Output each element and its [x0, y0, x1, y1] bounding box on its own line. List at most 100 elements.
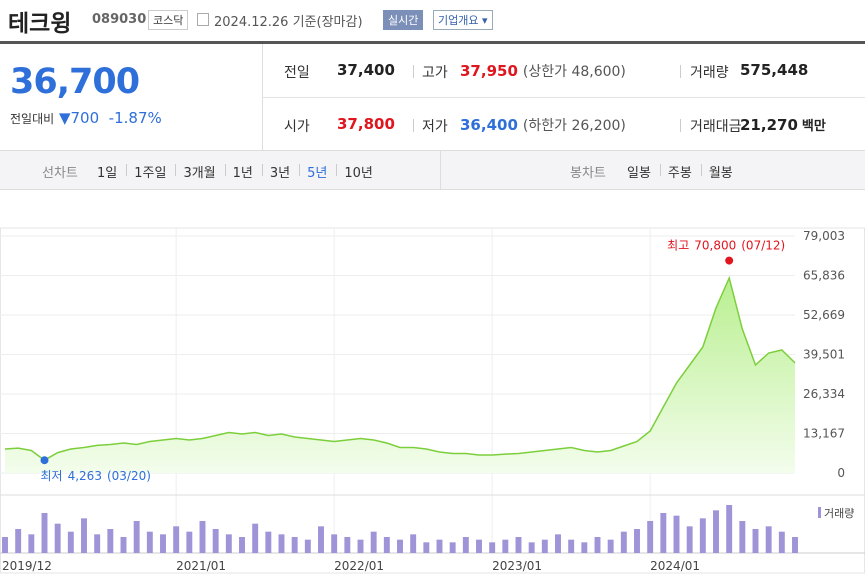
current-price: 36,700: [10, 62, 140, 102]
y-tick-label: 13,167: [803, 427, 845, 441]
period-tab[interactable]: 1주일: [134, 166, 167, 181]
extreme-value-label: 4,263: [68, 469, 102, 483]
stat-value: 36,400 (하한가 26,200): [460, 116, 626, 134]
volume-bar: [752, 529, 759, 553]
extreme-date: (07/12): [741, 239, 785, 253]
period-tab[interactable]: 1년: [232, 166, 253, 181]
volume-bar: [239, 537, 245, 553]
stat-unit: 백만: [801, 119, 826, 134]
volume-bar: [291, 537, 298, 553]
volume-bar: [502, 539, 509, 553]
x-tick-label: 2021/01: [176, 559, 226, 573]
y-tick-label: 26,334: [803, 387, 845, 401]
stats-table: 전일 37,400 고가 37,950 (상한가 48,600) 거래량 575,448 시가…: [262, 44, 865, 151]
date-text: 2024.12.26: [214, 15, 289, 30]
y-tick-label: 79,003: [803, 229, 845, 243]
change-rate: -1.87%: [108, 109, 162, 127]
volume-bar: [212, 529, 219, 553]
volume-bar: [476, 539, 482, 553]
volume-bar: [528, 542, 535, 553]
stat-note: (상한가 48,600): [522, 64, 626, 80]
period-tab[interactable]: 3개월: [183, 166, 216, 181]
volume-label: 거래량: [824, 507, 854, 520]
extreme-label: 최고 70,800 (07/12): [667, 239, 785, 253]
separator: [680, 119, 681, 132]
realtime-button[interactable]: 실시간: [383, 10, 424, 30]
x-tick-label: 2022/01: [334, 559, 384, 573]
y-tick-label: 39,501: [803, 348, 845, 362]
volume-bar: [620, 531, 627, 553]
stat-label: 고가: [422, 65, 448, 81]
basis-text: 기준(장마감): [292, 15, 363, 30]
candle-tab[interactable]: 일봉: [627, 166, 651, 181]
volume-legend-swatch: [818, 507, 821, 518]
tab-group-label: 봉차트: [570, 166, 606, 181]
volume-bar: [555, 534, 561, 553]
volume-bar: [397, 539, 403, 553]
tab-separator: [175, 164, 177, 176]
x-tick-label: 2024/01: [650, 559, 700, 573]
volume-bar: [265, 531, 272, 553]
separator: [680, 65, 681, 78]
candle-tab[interactable]: 주봉: [667, 166, 692, 181]
calendar-icon: [197, 13, 209, 26]
volume-bar: [660, 513, 667, 553]
volume-bar: [28, 534, 35, 553]
change-line: 전일대비 ▼700 -1.87%: [10, 109, 162, 127]
tab-group-label: 선차트: [42, 166, 78, 181]
extreme-label: 최저 4,263 (03/20): [41, 469, 151, 483]
volume-bar: [252, 523, 259, 553]
price-line: [4, 275, 796, 462]
period-tab[interactable]: 3년: [269, 166, 291, 181]
y-tick-label: 0: [837, 466, 845, 480]
volume-bar: [107, 529, 114, 553]
volume-bar: [344, 537, 351, 553]
candle-tab[interactable]: 월봉: [708, 166, 733, 181]
stock-code: 089030: [92, 12, 147, 27]
company-info-button[interactable]: 기업개요 ▾: [433, 10, 493, 30]
volume-bar: [370, 531, 377, 553]
volume-bar: [94, 534, 101, 553]
volume-bar: [15, 529, 22, 553]
volume-bar: [515, 537, 522, 553]
company-info-text: 기업개요: [438, 14, 479, 27]
extreme-marker: [725, 256, 734, 265]
stat-value: 21,270 백만: [740, 116, 826, 134]
extreme-marker: [40, 456, 49, 465]
volume-bar: [634, 529, 640, 553]
volume-bar: [541, 539, 548, 553]
tab-divider: [440, 151, 441, 189]
period-tab[interactable]: 10년: [344, 166, 373, 181]
stat-note: (하한가 26,200): [522, 118, 626, 134]
market-badge: 코스닥: [148, 10, 189, 30]
y-tick-label: 52,669: [803, 308, 845, 322]
volume-bar: [765, 526, 772, 553]
volume-bar: [673, 515, 680, 553]
stock-name: 테크윙: [8, 11, 72, 37]
change-label: 전일대비: [10, 112, 55, 126]
change: 700: [70, 109, 100, 127]
volume-bar: [2, 537, 8, 553]
period-tab[interactable]: 1일: [97, 166, 118, 181]
tab-separator: [261, 164, 263, 176]
x-tick-label: 2019/12: [2, 559, 52, 573]
tab-separator: [659, 164, 661, 176]
volume-bar: [581, 542, 588, 553]
volume-bar: [568, 539, 575, 553]
volume-bar: [489, 542, 496, 553]
volume-bar: [462, 537, 469, 553]
volume-bar: [713, 510, 719, 553]
volume-bar: [410, 534, 417, 553]
stat-label: 저가: [422, 119, 448, 135]
period-tab[interactable]: 5년: [307, 166, 328, 181]
tab-separator: [299, 164, 301, 176]
separator: [413, 119, 414, 132]
volume-bar: [792, 537, 798, 553]
volume-bar: [67, 531, 74, 553]
chart: 0 13,167 26,334 39,501 52,669 65,836 79,003 201…: [0, 227, 865, 574]
extreme-value-label: 70,800: [694, 239, 736, 253]
tab-separator: [126, 164, 128, 176]
volume-bar: [199, 521, 206, 553]
stat-value: 37,950 (상한가 48,600): [460, 62, 626, 80]
volume-bar: [686, 526, 693, 553]
